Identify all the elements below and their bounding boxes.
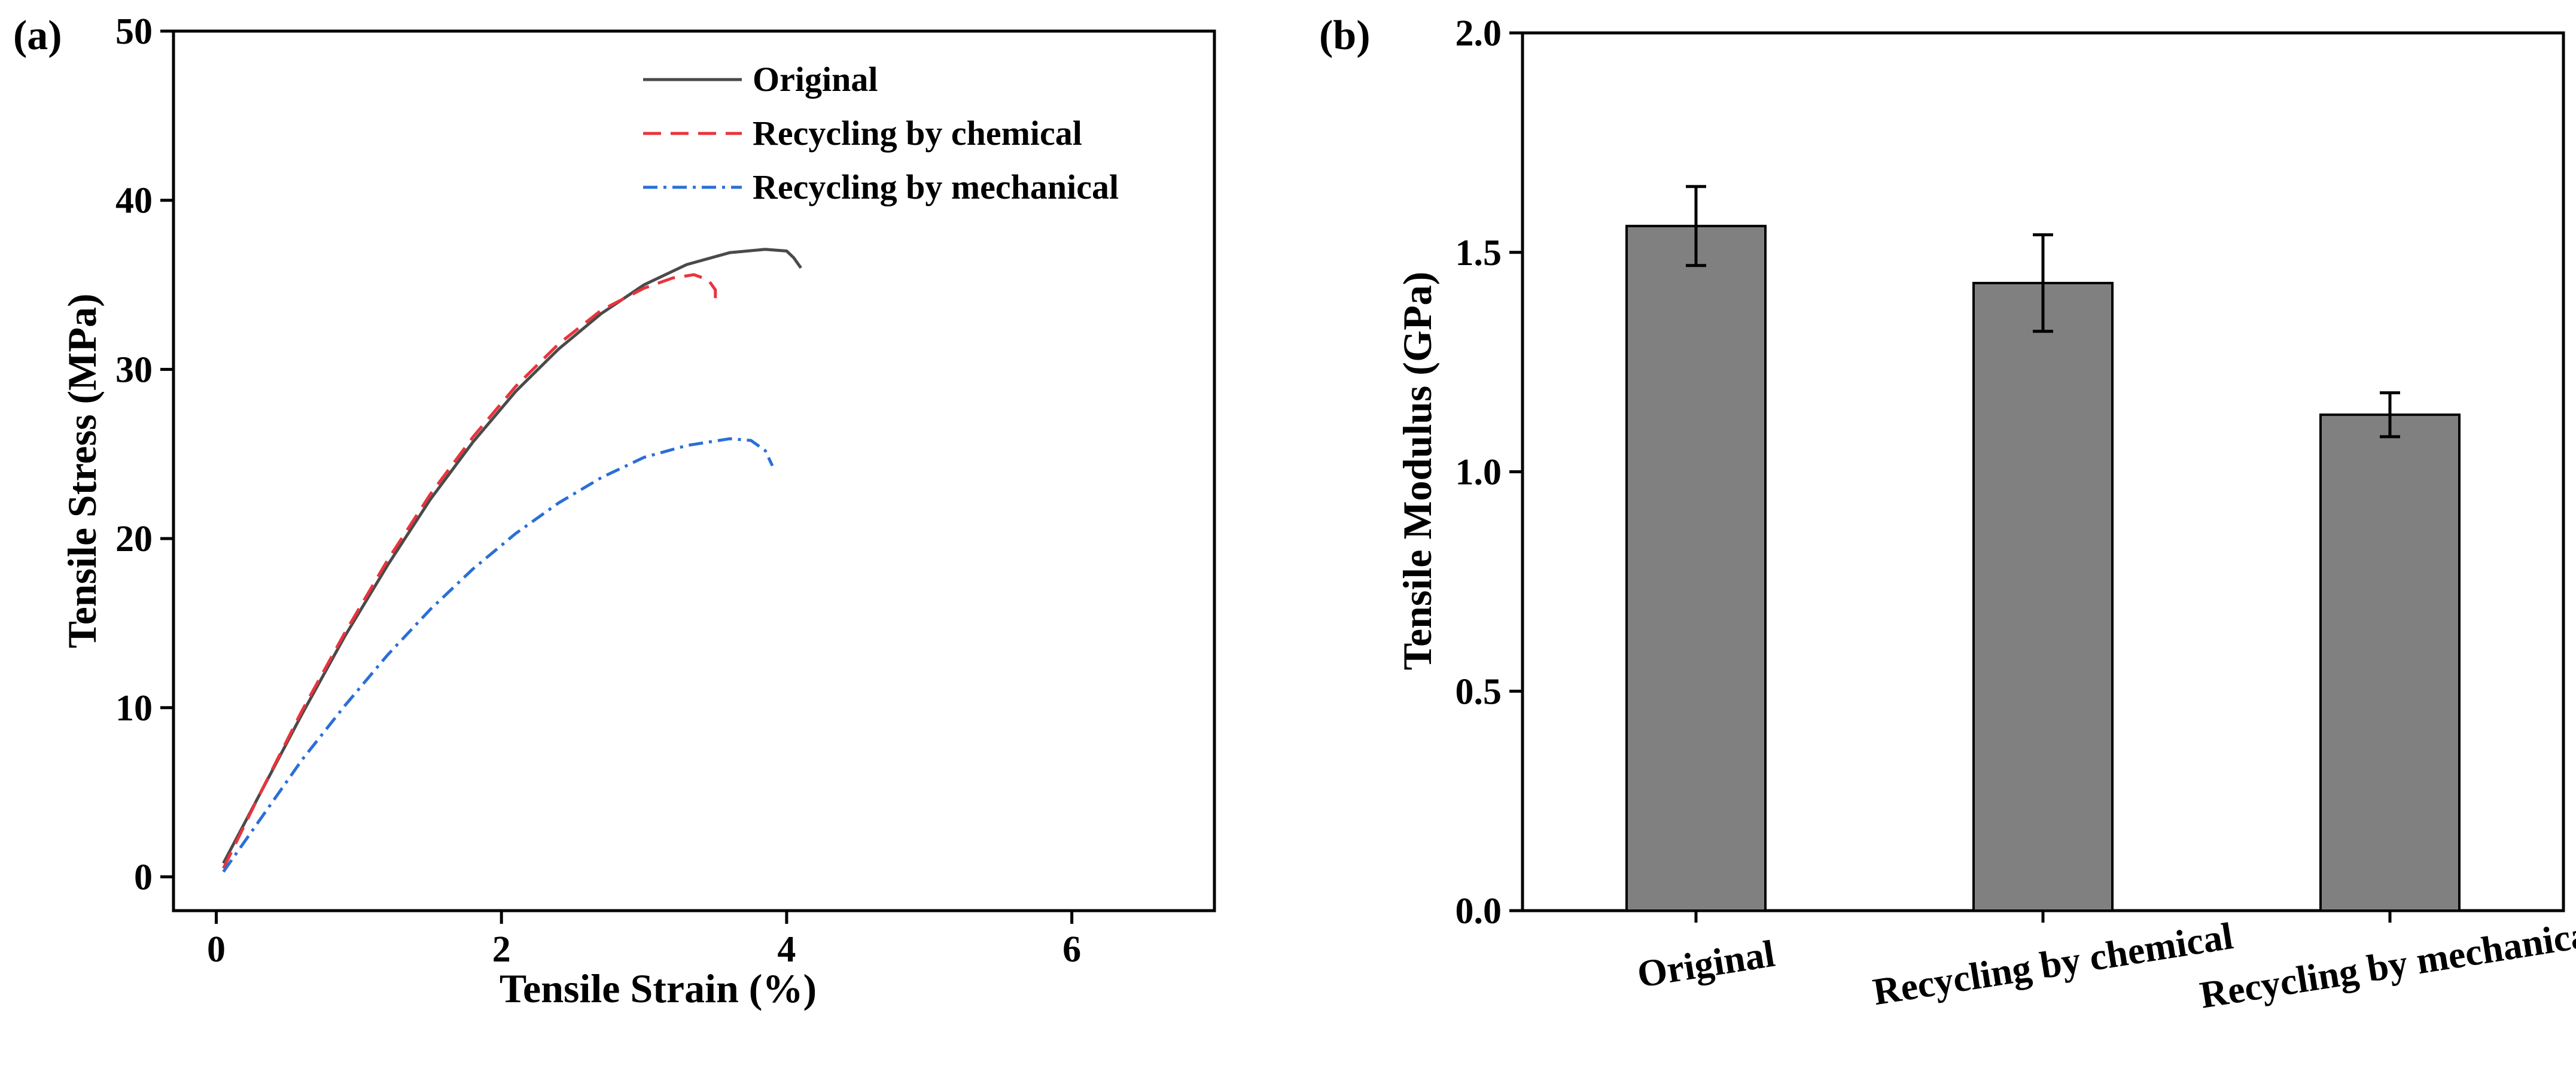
panel-b-y-axis-label: Tensile Modulus (GPa) xyxy=(1394,272,1440,670)
x-tick-label: 0 xyxy=(207,929,226,970)
y-tick-label: 0.5 xyxy=(1456,671,1502,712)
panel-a-label: (a) xyxy=(13,13,62,59)
y-tick-label: 1.5 xyxy=(1456,233,1502,273)
panel-a-x-axis-label: Tensile Strain (%) xyxy=(500,966,817,1011)
panel-a-line-chart: (a) 0 2 4 6 0 10 20 30 40 50 Original Recycling … xyxy=(13,11,1216,1011)
x-tick-label: 4 xyxy=(777,929,796,970)
category-label: Original xyxy=(1634,932,1777,996)
panel-b-label: (b) xyxy=(1319,13,1371,59)
panel-a-y-ticks: 0 10 20 30 40 50 xyxy=(115,11,173,897)
panel-b-y-ticks: 0.0 0.5 1.0 1.5 2.0 xyxy=(1456,13,1523,932)
category-label: Recycling by chemical xyxy=(1870,914,2236,1013)
y-tick-label: 0 xyxy=(134,857,153,897)
y-tick-label: 40 xyxy=(115,181,153,221)
bar-recycling-chemical xyxy=(1972,282,2114,912)
error-bar xyxy=(2380,391,2400,439)
panel-a-legend: Original Recycling by chemical Recycling… xyxy=(643,60,1119,206)
panel-b-error-bars xyxy=(1686,185,2400,923)
panel-a-y-axis-label: Tensile Stress (MPa) xyxy=(59,293,105,648)
y-tick-label: 30 xyxy=(115,349,153,390)
series-recycling-chemical xyxy=(222,273,717,869)
x-tick-label: 6 xyxy=(1062,929,1081,970)
error-bar xyxy=(2033,233,2053,333)
y-tick-label: 50 xyxy=(115,11,153,52)
y-tick-label: 2.0 xyxy=(1456,13,1502,54)
panel-a-x-ticks: 0 2 4 6 xyxy=(207,911,1081,970)
panel-a-plot-frame xyxy=(172,29,1216,912)
bar-original xyxy=(1625,224,1767,912)
panel-b-bars xyxy=(1625,224,2461,912)
legend-label-original: Original xyxy=(753,60,878,99)
legend-label-mechanical: Recycling by mechanical xyxy=(753,168,1119,206)
panel-a-series xyxy=(222,248,802,873)
series-recycling-mechanical xyxy=(222,437,774,873)
y-tick-label: 1.0 xyxy=(1456,452,1502,493)
legend-label-chemical: Recycling by chemical xyxy=(753,114,1082,153)
x-tick-label: 2 xyxy=(492,929,511,970)
y-tick-label: 0.0 xyxy=(1456,891,1502,932)
panel-b-bar-chart: (b) 0.0 0.5 1.0 1.5 2.0 Original Recycling by… xyxy=(1319,13,2576,1017)
bar-recycling-mechanical xyxy=(2319,413,2461,912)
error-bar xyxy=(1686,185,1706,267)
category-label: Recycling by mechanical xyxy=(2197,911,2576,1017)
y-tick-label: 20 xyxy=(115,519,153,559)
y-tick-label: 10 xyxy=(115,688,153,729)
series-original xyxy=(222,248,802,864)
